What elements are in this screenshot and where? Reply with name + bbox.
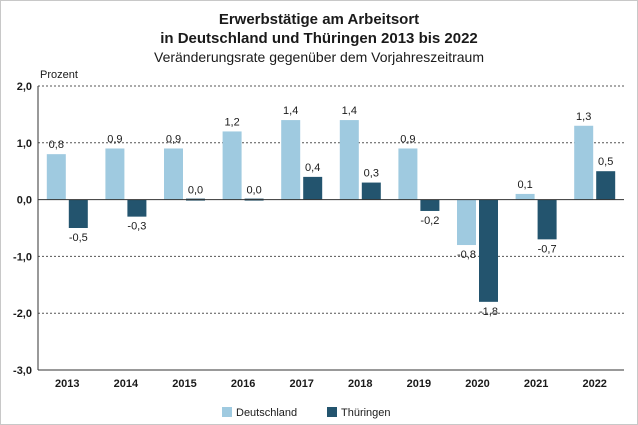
data-label: 0,9 (400, 133, 415, 145)
data-label: -0,8 (457, 249, 476, 261)
data-labels: 0,8 -0,5 0,9 -0,3 0,9 0,0 1,2 0,0 1,4 0,4 1,4 0,3 0,… (49, 105, 614, 318)
legend-label: Thüringen (341, 407, 391, 419)
x-tick-label: 2015 (172, 378, 196, 390)
data-label: -0,5 (69, 232, 88, 244)
y-tick-label: -1,0 (13, 251, 32, 263)
data-label: 0,4 (305, 162, 320, 174)
data-label: 0,3 (364, 168, 379, 180)
bar-thueringen-2022 (596, 171, 616, 200)
bar-deutschland-2021 (515, 193, 535, 200)
x-tick-label: 2017 (289, 378, 313, 390)
y-tick-label: -2,0 (13, 308, 32, 320)
bar-deutschland-2022 (574, 125, 594, 200)
chart-subtitle: Veränderungsrate gegenüber dem Vorjahres… (154, 49, 484, 65)
bar-thueringen-2019 (420, 199, 440, 211)
bar-deutschland-2014 (105, 148, 125, 200)
data-label: 0,1 (517, 179, 532, 191)
data-label: 0,0 (246, 185, 261, 197)
data-label: 0,5 (598, 156, 613, 168)
x-tick-label: 2021 (524, 378, 548, 390)
data-label: 0,9 (166, 133, 181, 145)
bar-thueringen-2021 (537, 199, 557, 240)
data-label: 1,3 (576, 111, 591, 123)
bar-deutschland-2015 (164, 148, 183, 200)
bar-deutschland-2020 (457, 199, 476, 246)
bar-deutschland-2017 (281, 120, 301, 200)
axes: 2,0 1,0 0,0 -1,0 -2,0 -3,0 2013 2014 2015 2016 201… (13, 81, 624, 390)
bar-deutschland-2019 (398, 148, 418, 200)
data-label: -0,7 (538, 243, 557, 255)
bar-deutschland-2013 (46, 154, 66, 200)
x-tick-label: 2016 (231, 378, 255, 390)
data-label: 0,0 (188, 185, 203, 197)
y-tick-label: -3,0 (13, 365, 32, 377)
bar-thueringen-2020 (479, 199, 498, 302)
y-tick-label: 0,0 (17, 195, 32, 207)
x-tick-label: 2013 (55, 378, 79, 390)
legend-swatch (222, 407, 232, 417)
x-tick-label: 2022 (582, 378, 606, 390)
x-tick-label: 2018 (348, 378, 372, 390)
bar-thueringen-2018 (361, 182, 381, 200)
bar-deutschland-2016 (222, 131, 242, 200)
legend-swatch (327, 407, 337, 417)
chart-title-line2: in Deutschland und Thüringen 2013 bis 20… (160, 30, 478, 47)
bars (46, 120, 616, 302)
y-tick-label: 1,0 (17, 138, 32, 150)
bar-thueringen-2017 (303, 176, 323, 200)
data-label: 0,9 (107, 133, 122, 145)
bar-thueringen-2014 (127, 199, 147, 217)
bar-deutschland-2018 (339, 120, 359, 200)
legend: Deutschland Thüringen (222, 407, 391, 419)
gridlines (38, 85, 624, 314)
x-tick-label: 2019 (407, 378, 431, 390)
data-label: -0,3 (127, 221, 146, 233)
data-label: 0,8 (49, 139, 64, 151)
x-tick-label: 2014 (114, 378, 139, 390)
data-label: -0,2 (420, 215, 439, 227)
data-label: -1,8 (479, 306, 498, 318)
data-label: 1,4 (283, 105, 298, 117)
data-label: 1,2 (224, 116, 239, 128)
legend-label: Deutschland (236, 407, 297, 419)
x-tick-label: 2020 (465, 378, 489, 390)
data-label: 1,4 (342, 105, 357, 117)
y-tick-label: 2,0 (17, 81, 32, 93)
y-axis-label: Prozent (40, 69, 78, 81)
bar-thueringen-2013 (68, 199, 88, 228)
chart-title-line1: Erwerbstätige am Arbeitsort (218, 11, 420, 28)
